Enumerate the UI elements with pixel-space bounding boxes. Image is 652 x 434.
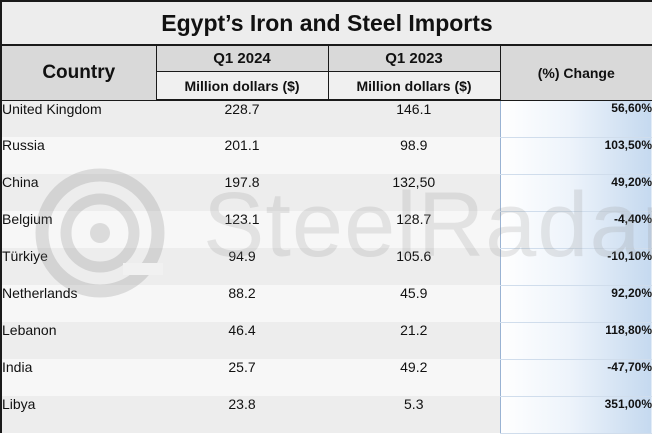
- percent-change-value: 56,60%: [499, 100, 652, 138]
- table-row-5: Türkiye 94.9 105.6 -10,10%: [0, 248, 652, 286]
- country-cell: India: [0, 359, 156, 396]
- q1-2023-value: 45.9: [328, 285, 500, 322]
- percent-change-value: 103,50%: [499, 137, 652, 175]
- q1-2024-value: 88.2: [156, 285, 328, 322]
- q1-2023-value: 49.2: [328, 359, 500, 396]
- percent-change-value: 92,20%: [499, 285, 652, 323]
- q1-2023-value: 98.9: [328, 137, 500, 174]
- country-cell: Russia: [0, 137, 156, 174]
- percent-change-value: 351,00%: [499, 396, 652, 434]
- table-title: Egypt’s Iron and Steel Imports: [0, 0, 652, 46]
- header-q1-2023: Q1 2023: [327, 44, 501, 72]
- q1-2024-value: 201.1: [156, 137, 328, 174]
- country-cell: Türkiye: [0, 248, 156, 285]
- header-unit-2024: Million dollars ($): [155, 71, 329, 101]
- country-cell: United Kingdom: [0, 100, 156, 137]
- table-row-6: Netherlands 88.2 45.9 92,20%: [0, 285, 652, 323]
- country-cell: Lebanon: [0, 322, 156, 359]
- q1-2024-value: 123.1: [156, 211, 328, 248]
- country-cell: Netherlands: [0, 285, 156, 322]
- table-row-1: United Kingdom 228.7 146.1 56,60%: [0, 100, 652, 138]
- table-row-7: Lebanon 46.4 21.2 118,80%: [0, 322, 652, 360]
- header-country: Country: [0, 44, 157, 101]
- q1-2023-value: 5.3: [328, 396, 500, 433]
- country-cell: China: [0, 174, 156, 211]
- country-cell: Belgium: [0, 211, 156, 248]
- q1-2023-value: 128.7: [328, 211, 500, 248]
- percent-change-value: -4,40%: [499, 211, 652, 249]
- q1-2023-value: 105.6: [328, 248, 500, 285]
- percent-change-value: -47,70%: [499, 359, 652, 397]
- percent-change-value: 118,80%: [499, 322, 652, 360]
- q1-2024-value: 94.9: [156, 248, 328, 285]
- table-row-4: Belgium 123.1 128.7 -4,40%: [0, 211, 652, 249]
- table-row-2: Russia 201.1 98.9 103,50%: [0, 137, 652, 175]
- q1-2024-value: 23.8: [156, 396, 328, 433]
- q1-2023-value: 132,50: [328, 174, 500, 211]
- q1-2023-value: 146.1: [328, 100, 500, 137]
- q1-2024-value: 25.7: [156, 359, 328, 396]
- header-unit-2023: Million dollars ($): [327, 71, 501, 101]
- q1-2024-value: 228.7: [156, 100, 328, 137]
- table-body: United Kingdom 228.7 146.1 56,60% Russia…: [0, 100, 652, 434]
- percent-change-value: 49,20%: [499, 174, 652, 212]
- header-change: (%) Change: [499, 44, 652, 101]
- q1-2023-value: 21.2: [328, 322, 500, 359]
- table-row-8: India 25.7 49.2 -47,70%: [0, 359, 652, 397]
- percent-change-value: -10,10%: [499, 248, 652, 286]
- table-row-3: China 197.8 132,50 49,20%: [0, 174, 652, 212]
- q1-2024-value: 46.4: [156, 322, 328, 359]
- table-row-9: Libya 23.8 5.3 351,00%: [0, 396, 652, 434]
- q1-2024-value: 197.8: [156, 174, 328, 211]
- header-q1-2024: Q1 2024: [155, 44, 329, 72]
- country-cell: Libya: [0, 396, 156, 433]
